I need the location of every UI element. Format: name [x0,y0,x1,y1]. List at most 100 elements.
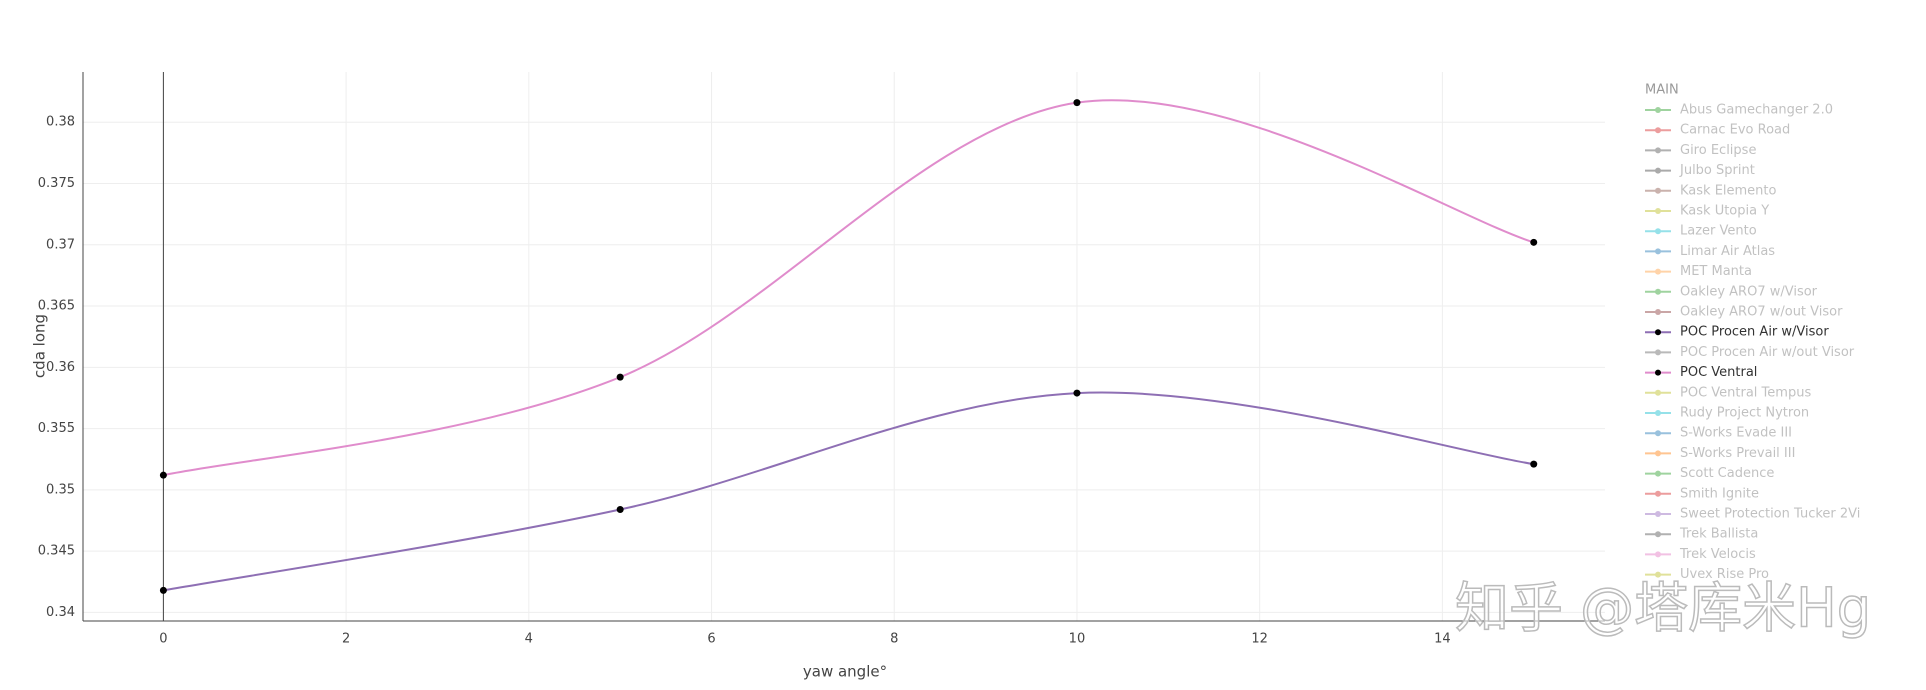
legend-marker [1655,551,1661,558]
series-line [163,99,1535,477]
legend-label: S-Works Prevail III [1680,446,1795,461]
data-point [616,373,624,381]
data-point [1530,238,1538,246]
legend-item[interactable]: Kask Utopia Y [1645,204,1769,219]
legend-item[interactable]: Rudy Project Nytron [1645,406,1809,421]
legend-label: Uvex Rise Pro [1680,567,1769,582]
x-tick-label: 0 [159,632,167,647]
x-axis-title: yaw angle° [803,663,887,681]
legend-label: S-Works Evade III [1680,426,1792,441]
data-point [159,471,167,479]
legend-marker [1655,248,1661,255]
legend-label: Oakley ARO7 w/Visor [1680,284,1818,299]
legend-label: POC Ventral Tempus [1680,385,1811,400]
legend-marker [1655,288,1661,295]
y-tick-label: 0.36 [46,360,75,375]
legend-item[interactable]: Oakley ARO7 w/out Visor [1645,305,1843,320]
legend-marker [1655,349,1661,356]
legend-marker [1655,127,1661,134]
legend-label: Oakley ARO7 w/out Visor [1680,305,1843,320]
x-tick-label: 2 [342,632,350,647]
legend-item[interactable]: POC Procen Air w/Visor [1645,325,1829,340]
legend-item[interactable]: Oakley ARO7 w/Visor [1645,284,1818,299]
legend-marker [1655,369,1661,376]
legend-label: POC Procen Air w/out Visor [1680,345,1855,360]
legend-marker [1655,571,1661,578]
legend-item[interactable]: S-Works Prevail III [1645,446,1795,461]
legend-label: POC Procen Air w/Visor [1680,325,1829,340]
legend-label: Kask Elemento [1680,183,1777,198]
legend-item[interactable]: S-Works Evade III [1645,426,1792,441]
legend-marker [1655,389,1661,396]
legend-item[interactable]: Julbo Sprint [1645,163,1755,178]
legend-label: Carnac Evo Road [1680,123,1790,138]
data-point [1073,99,1081,107]
legend-marker [1655,430,1661,437]
y-tick-label: 0.365 [38,299,75,314]
legend-label: Limar Air Atlas [1680,244,1775,259]
legend-marker [1655,309,1661,315]
x-tick-label: 6 [707,632,715,647]
y-tick-label: 0.375 [38,176,75,191]
legend-item[interactable]: Giro Eclipse [1645,143,1756,158]
y-tick-label: 0.38 [46,115,75,130]
legend-item[interactable]: Sweet Protection Tucker 2Vi [1645,507,1860,522]
legend-label: Trek Velocis [1679,547,1756,562]
legend-label: Rudy Project Nytron [1680,406,1809,421]
data-point [1073,389,1081,397]
legend-item[interactable]: Lazer Vento [1645,224,1757,239]
legend-item[interactable]: MET Manta [1645,264,1752,279]
series-line [163,391,1534,592]
x-tick-label: 8 [890,632,898,647]
legend-label: Trek Ballista [1679,527,1758,542]
legend-marker [1655,511,1661,517]
x-tick-label: 4 [525,632,533,647]
legend-marker [1655,450,1661,457]
y-tick-label: 0.34 [46,605,75,620]
legend-marker [1655,187,1661,194]
data-point [1530,460,1538,468]
legend-item[interactable]: Scott Cadence [1645,466,1774,481]
legend-item[interactable]: Kask Elemento [1645,183,1777,198]
legend-marker [1655,107,1661,113]
x-tick-label: 14 [1434,632,1451,647]
legend-item[interactable]: Trek Ballista [1645,527,1758,542]
legend-item[interactable]: POC Ventral [1645,365,1757,380]
legend-item[interactable]: Uvex Rise Pro [1645,567,1769,582]
y-tick-label: 0.37 [46,237,75,252]
legend-label: Kask Utopia Y [1680,204,1769,219]
legend-marker [1655,208,1661,214]
legend-marker [1655,268,1661,275]
legend-label: Smith Ignite [1680,486,1759,501]
y-tick-label: 0.355 [38,421,75,436]
legend-label: Sweet Protection Tucker 2Vi [1680,507,1860,522]
watermark: 知乎 @塔库米Hg [1455,577,1871,640]
legend-item[interactable]: POC Procen Air w/out Visor [1645,345,1855,360]
legend-label: Abus Gamechanger 2.0 [1680,103,1833,118]
legend-label: Lazer Vento [1680,224,1757,239]
legend-marker [1655,228,1661,235]
legend-label: Julbo Sprint [1679,163,1755,178]
legend-marker [1655,410,1661,416]
legend-item[interactable]: Carnac Evo Road [1645,123,1790,138]
legend-label: Giro Eclipse [1680,143,1756,158]
legend-item[interactable]: Trek Velocis [1645,547,1756,562]
legend-item[interactable]: POC Ventral Tempus [1645,385,1811,400]
legend-marker [1655,147,1661,154]
data-point [616,505,624,513]
legend-item[interactable]: Limar Air Atlas [1645,244,1775,259]
legend-marker [1655,470,1661,477]
legend-label: MET Manta [1680,264,1752,279]
legend-title: MAIN [1645,83,1679,98]
data-point [159,586,167,594]
y-tick-label: 0.345 [38,544,75,559]
y-axis-title: cda long [31,314,49,378]
legend-item[interactable]: Smith Ignite [1645,486,1759,501]
legend-item[interactable]: Abus Gamechanger 2.0 [1645,103,1833,118]
legend-label: Scott Cadence [1680,466,1774,481]
legend-marker [1655,167,1661,174]
legend-marker [1655,329,1661,336]
x-tick-label: 12 [1251,632,1268,647]
